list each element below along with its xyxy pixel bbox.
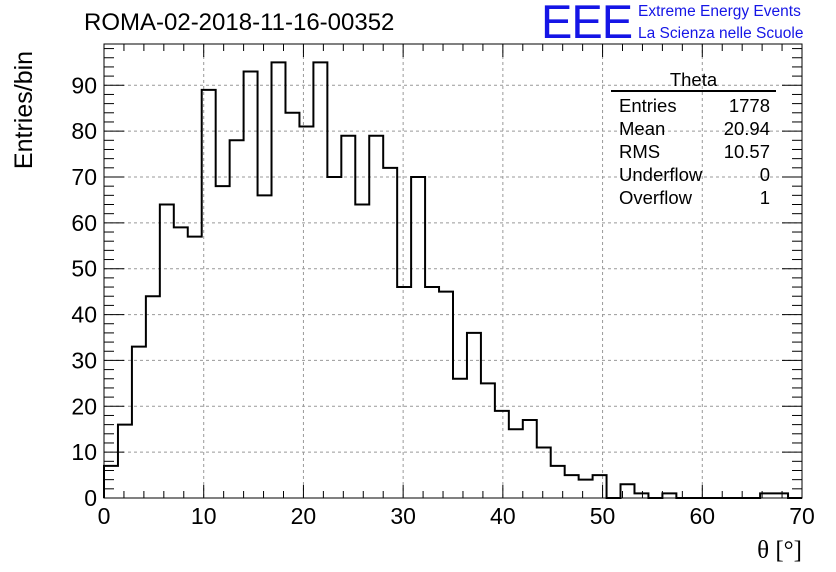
histogram-bin: [327, 177, 341, 498]
y-tick-labels: 0 10 20 30 40 50 60 70 80 90: [71, 72, 97, 511]
y-axis-label: Entries/bin: [10, 51, 38, 169]
y-tick-label: 80: [71, 118, 97, 144]
run-title: ROMA-02-2018-11-16-00352: [84, 9, 395, 36]
histogram-bin: [551, 466, 565, 498]
histogram-bin: [160, 205, 174, 498]
histogram-bin: [411, 177, 425, 498]
histogram-bin: [565, 475, 579, 498]
y-tick-label: 30: [71, 347, 97, 373]
histogram-bin: [118, 425, 132, 498]
histogram-bin: [453, 379, 467, 498]
logo-line-1: Extreme Energy Events: [638, 3, 801, 20]
x-tick-label: 20: [291, 503, 317, 529]
axis-ticks: [103, 44, 803, 499]
stats-divider: [611, 90, 776, 92]
histogram-bin: [132, 347, 146, 498]
stats-value: 0: [759, 164, 770, 185]
x-tick-label: 70: [789, 503, 815, 529]
histogram-bin: [383, 168, 397, 498]
stats-row-underflow: Underflow 0: [611, 163, 776, 186]
y-tick-label: 40: [71, 302, 97, 328]
histogram-bin: [509, 429, 523, 498]
histogram-bin: [760, 493, 774, 498]
histogram-bin: [774, 493, 788, 498]
x-tick-label: 0: [98, 503, 111, 529]
histogram-bin: [369, 136, 383, 498]
y-tick-label: 0: [84, 485, 97, 511]
plot-frame: [103, 43, 803, 499]
stats-row-mean: Mean 20.94: [611, 117, 776, 140]
stats-value: 10.57: [723, 141, 770, 162]
histogram-bin: [174, 227, 188, 498]
histogram-bin: [188, 237, 202, 498]
stats-label: RMS: [619, 141, 661, 162]
histogram-bin: [481, 383, 495, 498]
stats-value: 20.94: [723, 118, 770, 139]
histogram-bin: [313, 62, 327, 498]
y-tick-label: 10: [71, 439, 97, 465]
histogram-bin: [662, 493, 676, 498]
histogram-bin: [202, 90, 216, 498]
logo-line-2: La Scienza nelle Scuole: [638, 25, 804, 42]
stats-label: Underflow: [619, 164, 703, 185]
y-tick-label: 90: [71, 72, 97, 98]
stats-title: Theta: [669, 69, 718, 90]
stats-label: Overflow: [619, 187, 692, 208]
stats-label: Mean: [619, 118, 666, 139]
histogram-bin: [467, 333, 481, 498]
y-tick-label: 50: [71, 256, 97, 282]
stats-box: Theta Entries 1778 Mean 20.94 RMS 10.57 …: [611, 70, 776, 209]
histogram-bin: [146, 296, 160, 498]
y-tick-label: 60: [71, 210, 97, 236]
histogram-bin: [397, 287, 411, 498]
stats-label: Entries: [619, 95, 677, 116]
histogram-bin: [104, 466, 118, 498]
stats-row-entries: Entries 1778: [611, 94, 776, 117]
histogram-bin: [258, 195, 272, 498]
eee-logo: EEE: [541, 0, 633, 48]
stats-value: 1: [759, 187, 770, 208]
histogram-bin: [285, 113, 299, 498]
stats-row-rms: RMS 10.57: [611, 140, 776, 163]
histogram-bin: [299, 127, 313, 498]
histogram-series: [103, 61, 802, 499]
histogram-bin: [495, 411, 509, 498]
x-tick-labels: 0 10 20 30 40 50 60 70: [98, 503, 815, 529]
stats-value: 1778: [728, 95, 770, 116]
histogram-bin: [579, 480, 593, 498]
x-axis-label: θ [°]: [757, 537, 802, 564]
histogram-bin: [216, 186, 230, 498]
histogram-bin: [244, 72, 258, 498]
histogram-bin: [272, 62, 286, 498]
histogram-bin: [341, 136, 355, 498]
histogram-bin: [537, 448, 551, 498]
histogram-bin: [593, 475, 607, 498]
histogram-bin: [425, 287, 439, 498]
histogram-bin: [355, 205, 369, 498]
histogram-bin: [523, 420, 537, 498]
x-tick-label: 60: [689, 503, 715, 529]
y-tick-label: 20: [71, 393, 97, 419]
x-tick-label: 30: [390, 503, 416, 529]
histogram-bin: [634, 493, 648, 498]
x-tick-label: 40: [490, 503, 516, 529]
y-tick-label: 70: [71, 164, 97, 190]
histogram-bin: [621, 484, 635, 498]
histogram-outline: [103, 61, 802, 499]
stats-row-overflow: Overflow 1: [611, 186, 776, 209]
histogram-bin: [230, 140, 244, 498]
histogram-bin: [439, 292, 453, 498]
x-tick-label: 50: [590, 503, 616, 529]
x-tick-label: 10: [191, 503, 217, 529]
